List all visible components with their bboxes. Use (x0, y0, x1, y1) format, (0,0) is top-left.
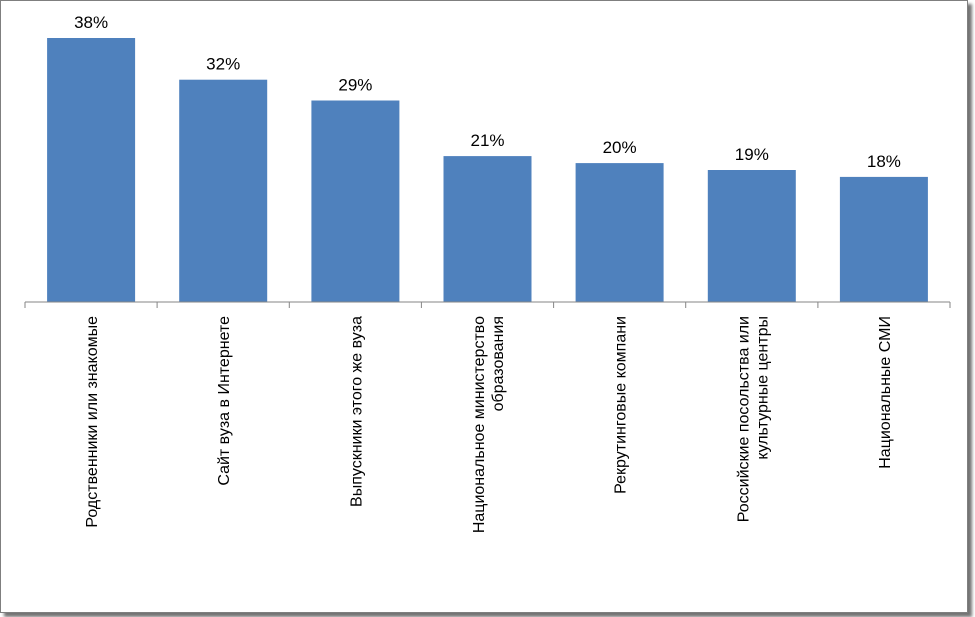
category-label-2: Сайт вуза в Интернете (216, 316, 233, 486)
data-label-1: 38% (74, 13, 108, 32)
bar-1 (47, 38, 136, 302)
x-axis (24, 301, 951, 308)
category-label-6-line-2: культурные центры (754, 316, 771, 460)
bar-4 (443, 156, 532, 302)
category-label-4-line-2: образования (490, 316, 507, 411)
data-label-2: 32% (206, 55, 240, 74)
category-label-4-line-1: Национальное министерство (471, 316, 488, 533)
bar-3 (311, 100, 400, 302)
category-label-3: Выпускники этого же вуза (348, 316, 365, 507)
data-labels-group: 38% 32% 29% 21% 20% 19% 18% (74, 13, 901, 171)
category-label-1: Родственники или знакомые (84, 316, 101, 528)
category-label-6-line-1: Российские посольства или (735, 316, 752, 522)
data-label-3: 29% (338, 76, 372, 95)
bar-5 (575, 163, 664, 302)
data-label-7: 18% (867, 152, 901, 171)
bars-group (47, 38, 928, 302)
bar-6 (707, 170, 796, 302)
data-label-5: 20% (603, 138, 637, 157)
bar-7 (839, 176, 928, 302)
data-label-6: 19% (735, 145, 769, 164)
category-labels-group: Родственники или знакомые Сайт вуза в Инт… (84, 316, 894, 533)
bar-2 (179, 79, 268, 302)
category-label-7: Национальные СМИ (877, 316, 894, 469)
category-label-5: Рекрутинговые компани (613, 316, 630, 494)
data-label-4: 21% (470, 131, 504, 150)
